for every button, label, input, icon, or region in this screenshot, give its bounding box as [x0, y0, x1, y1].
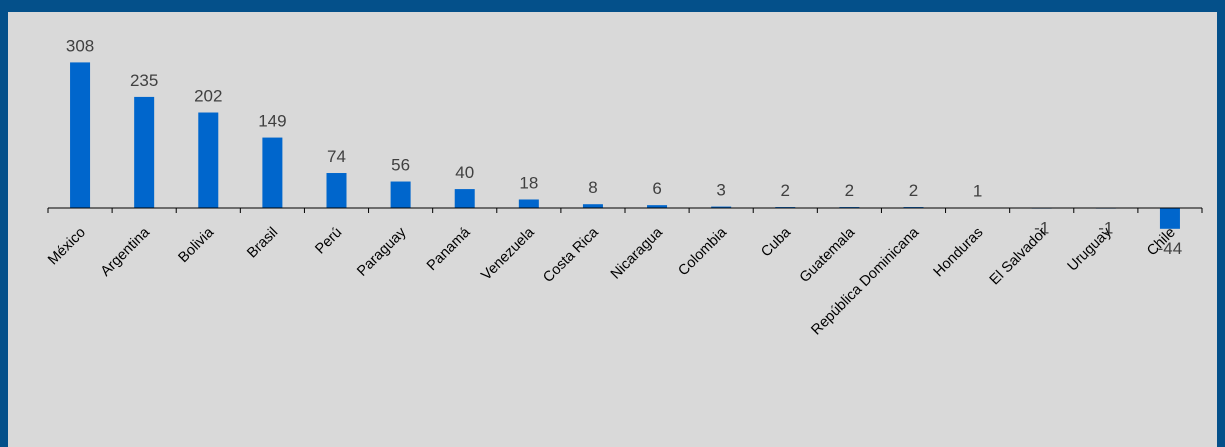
data-label-brasil: 149	[258, 112, 286, 131]
bar-argentina	[134, 96, 155, 208]
category-label-brasil: Brasil	[244, 225, 281, 262]
category-label-cuba: Cuba	[758, 224, 794, 260]
x-axis-ticks	[47, 208, 1203, 213]
bar-chart: 308 235 202 149 74 56 40 18 8 6 3 2 2 2 1 -1 -1 -44 Méxic…	[45, 36, 1203, 339]
data-label-paraguay: 56	[391, 156, 410, 175]
bars	[70, 62, 1180, 229]
data-label-guatemala: 2	[845, 181, 854, 200]
category-labels: México Argentina Bolivia Brasil Perú Paraguay…	[45, 224, 1179, 339]
bar-panama	[454, 189, 475, 208]
data-label-uruguay: -1	[1098, 218, 1113, 237]
data-label-chile: -44	[1158, 239, 1183, 258]
category-label-paraguay: Paraguay	[354, 224, 410, 280]
category-label-colombia: Colombia	[675, 224, 730, 279]
category-label-nicaragua: Nicaragua	[608, 224, 667, 283]
category-label-guatemala: Guatemala	[797, 224, 859, 286]
data-label-panama: 40	[455, 163, 474, 182]
category-label-bolivia: Bolivia	[176, 224, 218, 266]
category-label-el-salvador: El Salvador	[987, 224, 1051, 288]
bar-bolivia	[198, 112, 219, 208]
data-label-venezuela: 18	[519, 173, 538, 192]
bar-colombia	[711, 206, 732, 208]
chart-panel: 308 235 202 149 74 56 40 18 8 6 3 2 2 2 1 -1 -1 -44 Méxic…	[8, 12, 1217, 447]
bar-brasil	[262, 137, 283, 208]
bar-paraguay	[390, 181, 411, 208]
data-label-honduras: 1	[973, 182, 982, 201]
data-labels: 308 235 202 149 74 56 40 18 8 6 3 2 2 2 1 -1 -1 -44	[66, 36, 1182, 257]
data-label-bolivia: 202	[194, 87, 222, 106]
data-label-colombia: 3	[716, 181, 725, 200]
bar-mexico	[70, 62, 91, 208]
data-label-cuba: 2	[781, 181, 790, 200]
data-label-peru: 74	[327, 147, 346, 166]
category-label-peru: Perú	[312, 225, 345, 258]
category-label-argentina: Argentina	[98, 224, 154, 280]
category-label-panama: Panamá	[424, 224, 474, 274]
bar-chile	[1159, 208, 1180, 229]
bar-venezuela	[518, 199, 539, 208]
category-label-uruguay: Uruguay	[1065, 224, 1116, 275]
bar-peru	[326, 173, 347, 208]
category-label-honduras: Honduras	[931, 225, 987, 281]
data-label-costa-rica: 8	[588, 178, 597, 197]
data-label-el-salvador: -1	[1034, 218, 1049, 237]
data-label-argentina: 235	[130, 71, 158, 90]
category-label-mexico: México	[45, 225, 89, 269]
data-label-nicaragua: 6	[652, 179, 661, 198]
bar-costa-rica	[582, 204, 603, 208]
category-label-venezuela: Venezuela	[478, 224, 538, 284]
data-label-republica-dominicana: 2	[909, 181, 918, 200]
bar-nicaragua	[647, 205, 668, 208]
category-label-republica-dominicana: República Dominicana	[808, 224, 923, 339]
category-label-costa-rica: Costa Rica	[540, 224, 602, 286]
data-label-mexico: 308	[66, 36, 94, 55]
